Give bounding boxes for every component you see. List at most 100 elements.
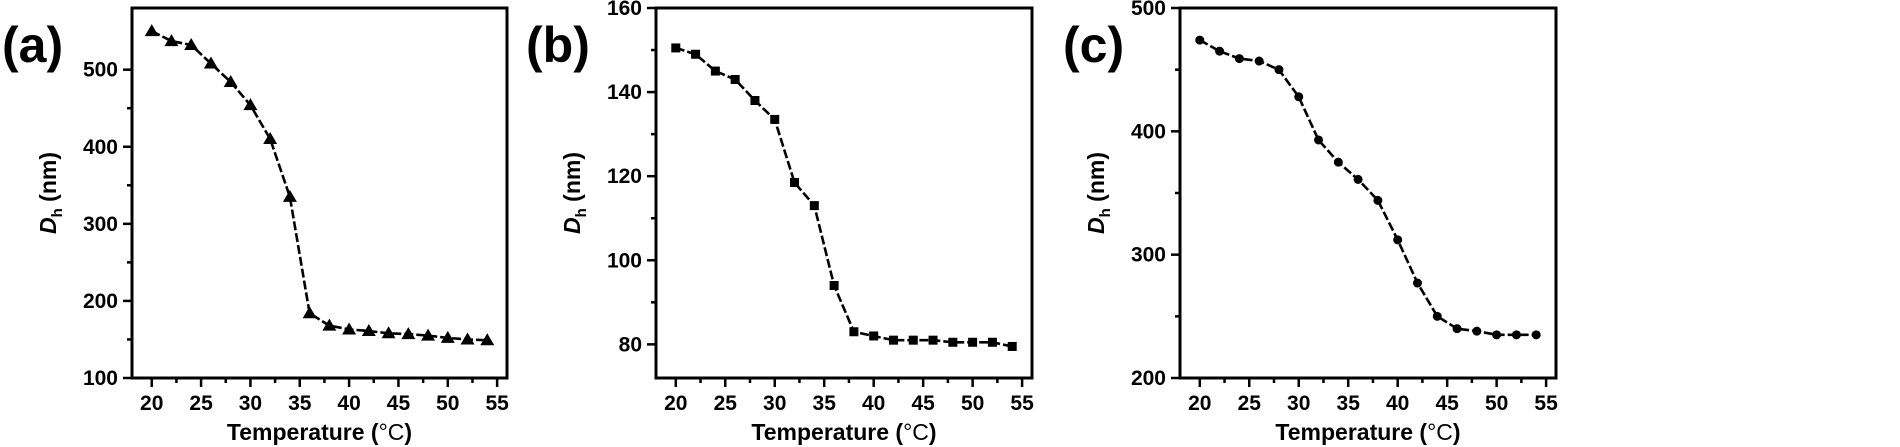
x-axis-title-main: Temperature ( (227, 419, 379, 445)
data-point (1432, 311, 1442, 321)
x-tick-label: 25 (714, 392, 738, 415)
data-point (1007, 341, 1017, 351)
data-point (1314, 135, 1324, 145)
x-tick-label: 55 (1534, 392, 1558, 415)
x-tick-label: 55 (485, 392, 509, 415)
y-tick-label: 400 (1131, 120, 1166, 143)
data-point (908, 335, 918, 345)
x-tick-label: 40 (337, 392, 360, 415)
data-point (1531, 330, 1541, 340)
data-point (1353, 174, 1363, 184)
x-tick-label: 45 (911, 392, 935, 415)
x-axis-title-unit: °C (1427, 419, 1453, 445)
y-tick-label: 140 (607, 81, 642, 104)
data-point (1215, 46, 1225, 56)
x-axis-title-close: ) (404, 419, 412, 445)
data-point (1274, 65, 1284, 75)
data-point (421, 328, 436, 341)
data-point (790, 177, 800, 187)
data-point (480, 333, 495, 346)
plot-frame (1178, 6, 1558, 380)
chart-panel: (b) 20 25 30 35 40 45 50 55 80 100 120 140 160 Tempera… (526, 0, 1034, 445)
data-point (829, 281, 839, 290)
data-point (1412, 278, 1422, 288)
data-point (1195, 35, 1205, 45)
data-point (948, 337, 958, 347)
data-point (888, 335, 898, 345)
y-axis-title-unit: (nm) (559, 152, 585, 208)
data-point (440, 330, 455, 343)
series-line (151, 29, 488, 342)
y-tick-label: 500 (1131, 0, 1166, 20)
data-point (770, 114, 780, 124)
y-axis-title-main: D (35, 217, 61, 234)
plot-frame (130, 6, 509, 380)
x-tick-label: 30 (763, 392, 786, 415)
panel-label: (b) (526, 17, 590, 73)
data-point (809, 201, 819, 211)
y-tick-label: 500 (83, 59, 118, 82)
y-axis-title: Dh (nm) (559, 152, 590, 234)
data-point (968, 337, 978, 347)
y-tick-label: 80 (619, 333, 642, 356)
x-axis-title-close: ) (1453, 419, 1461, 445)
data-point (381, 326, 396, 339)
x-axis-title-unit: °C (903, 419, 929, 445)
x-axis-title-unit: °C (379, 419, 405, 445)
data-point (710, 66, 720, 76)
y-axis-title-main: D (1083, 217, 1109, 234)
data-point (671, 43, 681, 53)
series-line (1199, 38, 1537, 337)
x-tick-label: 40 (1386, 392, 1409, 415)
data-point (361, 323, 376, 336)
x-tick-label: 30 (239, 392, 262, 415)
y-axis-title: Dh (nm) (35, 152, 66, 234)
data-point (691, 49, 701, 59)
data-point (302, 306, 317, 319)
y-tick-label: 200 (1131, 367, 1166, 390)
x-axis-title-main: Temperature ( (1275, 419, 1427, 445)
data-point (322, 318, 337, 331)
y-axis-title-main: D (559, 217, 585, 234)
data-point (243, 98, 258, 111)
data-point (164, 34, 179, 47)
x-axis-title: Temperature (°C) (1275, 419, 1460, 445)
y-axis-title-sub: h (1097, 208, 1114, 217)
y-axis-title-unit: (nm) (35, 152, 61, 208)
y-tick-label: 300 (83, 213, 118, 236)
data-point (1492, 330, 1502, 340)
data-point (263, 132, 278, 145)
x-axis-title-close: ) (929, 419, 937, 445)
x-tick-label: 45 (1435, 392, 1459, 415)
data-point (1294, 92, 1304, 102)
x-tick-label: 20 (140, 392, 163, 415)
y-axis-title: Dh (nm) (1083, 152, 1114, 234)
y-tick-label: 200 (83, 290, 118, 313)
y-axis-title-sub: h (573, 208, 590, 217)
data-point (342, 322, 357, 335)
x-axis-title: Temperature (°C) (227, 419, 412, 445)
data-point (928, 335, 938, 345)
data-point (144, 24, 159, 37)
y-tick-label: 160 (607, 0, 642, 20)
data-point (730, 74, 740, 84)
y-tick-label: 400 (83, 136, 118, 159)
y-tick-label: 300 (1131, 244, 1166, 267)
panel-label: (a) (2, 17, 63, 73)
x-tick-label: 50 (961, 392, 984, 415)
y-tick-label: 100 (83, 367, 118, 390)
x-axis-title-main: Temperature ( (751, 419, 903, 445)
chart-panel: (a) 20 25 30 35 40 45 50 55 100 200 300 400 500 Temper… (2, 6, 509, 445)
x-tick-label: 25 (1238, 392, 1262, 415)
y-axis-title-sub: h (49, 208, 66, 217)
data-point (401, 327, 416, 340)
data-point (1234, 54, 1244, 64)
x-axis-title: Temperature (°C) (751, 419, 936, 445)
x-tick-label: 30 (1287, 392, 1310, 415)
data-point (203, 56, 218, 69)
data-point (1452, 324, 1462, 334)
y-tick-label: 100 (607, 249, 642, 272)
y-tick-label: 120 (607, 165, 642, 188)
x-tick-label: 55 (1010, 392, 1034, 415)
chart-panel: (c) 20 25 30 35 40 45 50 55 200 300 400 500 Temperatu… (1063, 0, 1558, 445)
